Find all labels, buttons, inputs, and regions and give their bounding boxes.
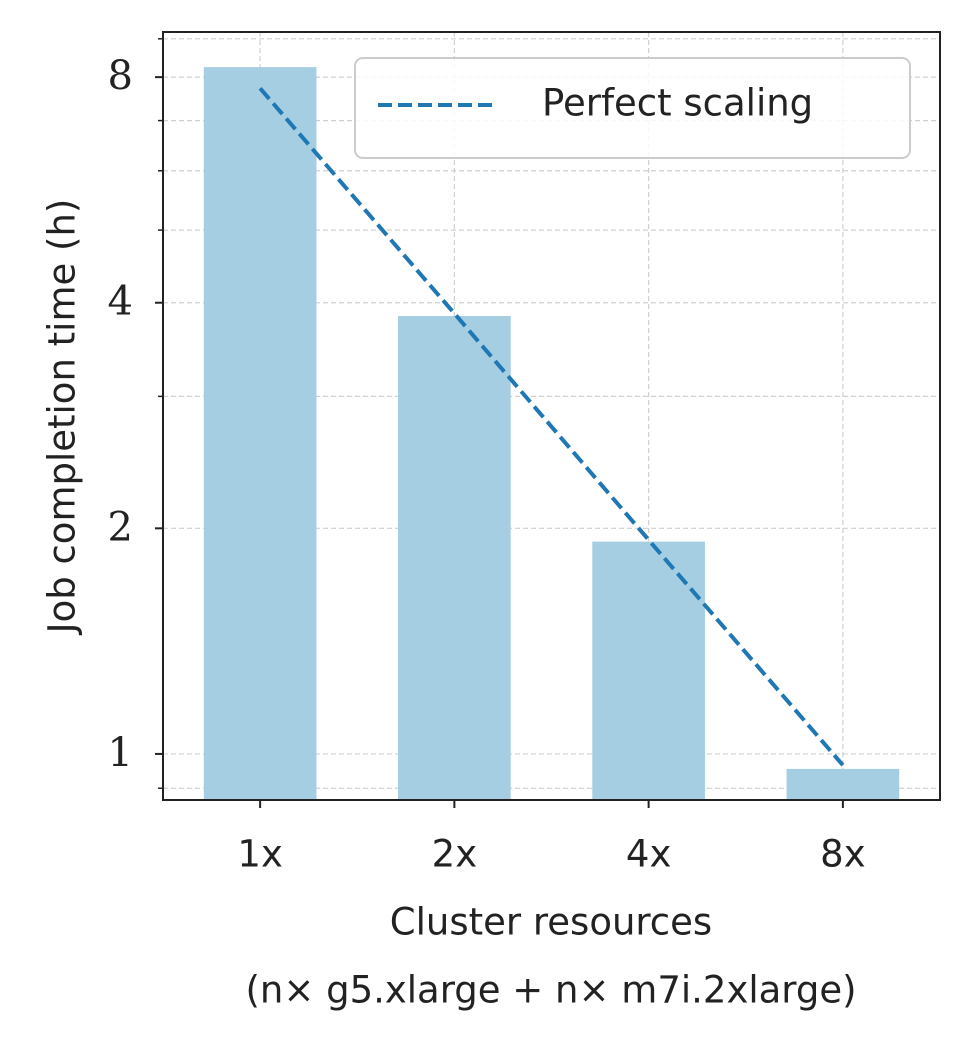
legend-label: Perfect scaling [542, 82, 813, 125]
x-axis-label: Cluster resources [390, 901, 712, 944]
plot-frame [162, 31, 941, 801]
legend: Perfect scaling [354, 57, 911, 159]
y-tick-label: 4 [108, 279, 133, 325]
y-tick-label: 2 [108, 504, 133, 550]
legend-box [354, 57, 911, 159]
bar [398, 316, 511, 800]
bar [592, 541, 705, 800]
x-tick-label: 8x [820, 833, 865, 876]
x-axis-label: (n× g5.xlarge + n× m7i.2xlarge) [245, 969, 856, 1012]
line [258, 87, 845, 767]
y-tick-label: 8 [108, 53, 133, 99]
x-tick-label: 2x [432, 833, 477, 876]
bar [786, 768, 900, 800]
x-tick-label: 1x [237, 833, 282, 876]
y-axis-label: Job completion time (h) [41, 199, 84, 636]
y-tick-label: 1 [108, 730, 133, 776]
bar [203, 67, 317, 800]
x-tick-label: 4x [626, 833, 671, 876]
